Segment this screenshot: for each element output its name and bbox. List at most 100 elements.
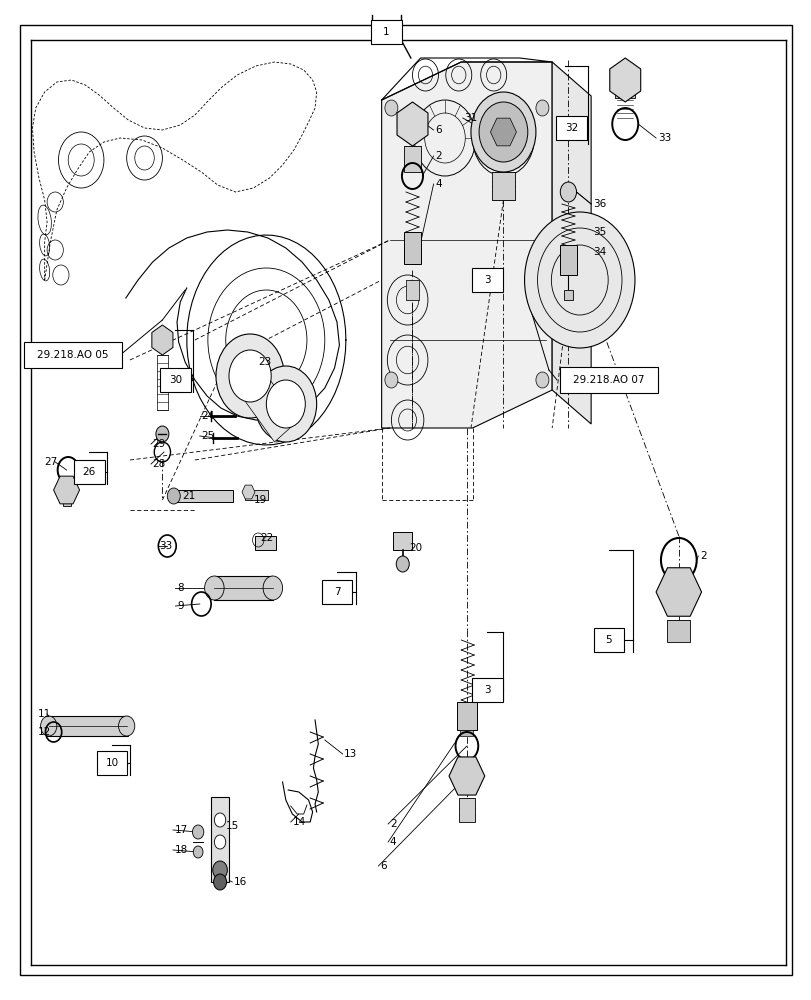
Circle shape: [213, 874, 226, 890]
Circle shape: [229, 350, 271, 402]
Text: 29.218.AO 05: 29.218.AO 05: [37, 350, 109, 360]
Circle shape: [214, 835, 225, 849]
Bar: [593, 628, 624, 652]
Text: 3: 3: [483, 685, 490, 695]
Text: 3: 3: [483, 275, 490, 285]
Bar: [74, 460, 105, 484]
Circle shape: [214, 813, 225, 827]
Polygon shape: [397, 102, 427, 146]
Circle shape: [384, 100, 397, 116]
Text: 2: 2: [435, 151, 441, 161]
Text: 4: 4: [435, 179, 441, 189]
Bar: [157, 355, 168, 410]
Polygon shape: [54, 476, 79, 504]
Text: 24: 24: [201, 411, 214, 421]
Bar: [255, 536, 276, 550]
Text: 16: 16: [234, 877, 247, 887]
Text: 27: 27: [45, 457, 58, 467]
Polygon shape: [242, 485, 255, 499]
Bar: [563, 290, 573, 300]
Polygon shape: [381, 62, 551, 428]
Text: 10: 10: [105, 758, 118, 768]
Text: 19: 19: [253, 495, 266, 505]
Circle shape: [535, 372, 548, 388]
Text: 14: 14: [292, 817, 305, 827]
Text: 18: 18: [174, 845, 187, 855]
Text: 6: 6: [435, 125, 441, 135]
Text: 36: 36: [592, 199, 605, 209]
Circle shape: [41, 716, 57, 736]
Bar: [471, 268, 502, 292]
Text: 25: 25: [201, 431, 214, 441]
Bar: [556, 116, 586, 140]
Text: 2: 2: [699, 551, 706, 561]
Bar: [458, 798, 474, 822]
Circle shape: [470, 92, 535, 172]
Text: 7: 7: [333, 587, 340, 597]
Text: 17: 17: [174, 825, 187, 835]
Text: 1: 1: [383, 27, 389, 37]
Text: 6: 6: [380, 861, 386, 871]
Bar: [560, 245, 576, 275]
Text: 35: 35: [592, 227, 605, 237]
Polygon shape: [551, 62, 590, 424]
Bar: [615, 80, 634, 98]
Bar: [214, 576, 272, 600]
Bar: [491, 172, 514, 200]
Polygon shape: [152, 325, 173, 355]
Text: 12: 12: [37, 727, 50, 737]
Bar: [471, 678, 502, 702]
Circle shape: [396, 556, 409, 572]
Bar: [406, 280, 418, 300]
Polygon shape: [237, 368, 298, 442]
Circle shape: [266, 380, 305, 428]
Circle shape: [478, 102, 527, 162]
Bar: [371, 20, 401, 44]
Circle shape: [524, 212, 634, 348]
Bar: [160, 368, 191, 392]
Bar: [47, 716, 128, 736]
Circle shape: [118, 716, 135, 736]
Text: 26: 26: [83, 467, 96, 477]
Text: 5: 5: [605, 635, 611, 645]
Text: 22: 22: [260, 533, 272, 543]
Text: 8: 8: [177, 583, 183, 593]
Circle shape: [192, 825, 204, 839]
Circle shape: [193, 846, 203, 858]
Text: 33: 33: [657, 133, 670, 143]
Polygon shape: [609, 58, 640, 102]
Text: 29.218.AO 07: 29.218.AO 07: [573, 375, 644, 385]
Circle shape: [212, 861, 227, 879]
Text: 23: 23: [258, 357, 271, 367]
Text: 34: 34: [592, 247, 605, 257]
Text: 4: 4: [389, 837, 396, 847]
Text: 20: 20: [409, 543, 422, 553]
Circle shape: [204, 576, 224, 600]
Bar: [172, 490, 233, 502]
Circle shape: [216, 334, 284, 418]
Circle shape: [167, 488, 180, 504]
Bar: [97, 751, 127, 775]
Bar: [393, 532, 412, 550]
Bar: [457, 702, 476, 730]
Circle shape: [535, 100, 548, 116]
Text: 31: 31: [464, 113, 477, 123]
Text: 29: 29: [152, 439, 165, 449]
Polygon shape: [448, 757, 484, 795]
Circle shape: [156, 426, 169, 442]
Bar: [245, 490, 268, 500]
Text: 15: 15: [225, 821, 238, 831]
Circle shape: [560, 182, 576, 202]
Text: 33: 33: [159, 541, 172, 551]
Text: 21: 21: [182, 491, 195, 501]
Bar: [321, 580, 352, 604]
Bar: [24, 342, 122, 368]
Polygon shape: [490, 118, 516, 146]
Text: 32: 32: [564, 123, 577, 133]
Polygon shape: [655, 568, 701, 616]
Bar: [62, 490, 71, 506]
Bar: [560, 367, 657, 393]
Bar: [211, 797, 229, 882]
Circle shape: [255, 366, 316, 442]
Text: 2: 2: [389, 819, 396, 829]
